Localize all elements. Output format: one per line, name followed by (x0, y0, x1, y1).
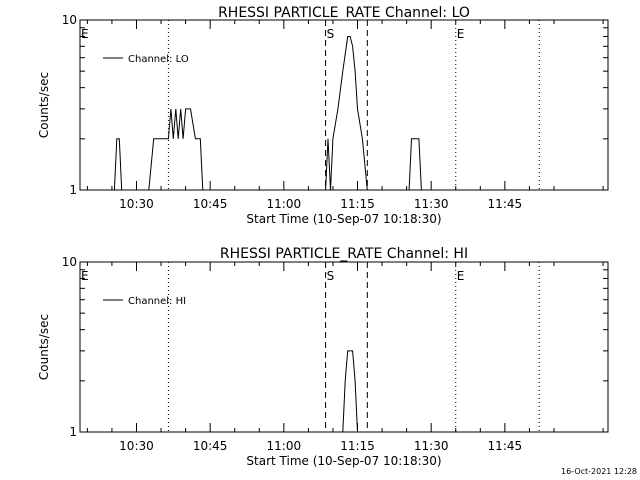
event-marker-label: E (457, 269, 465, 283)
event-marker-label: S (327, 27, 335, 41)
event-marker-label: S (327, 269, 335, 283)
chart-title: RHESSI PARTICLE_RATE Channel: LO (218, 5, 470, 21)
x-tick-label: 10:30 (119, 197, 154, 211)
y-tick-label: 1 (69, 183, 77, 197)
legend-label: Channel: HI (128, 296, 186, 307)
x-tick-label: 11:15 (340, 197, 375, 211)
x-tick-label: 11:45 (488, 439, 523, 453)
x-tick-label: 11:15 (340, 439, 375, 453)
x-axis-label: Start Time (10-Sep-07 10:18:30) (246, 454, 441, 468)
series-line (80, 350, 608, 433)
event-marker-label: E (81, 27, 89, 41)
event-marker-label: E (81, 269, 89, 283)
x-tick-label: 11:45 (488, 197, 523, 211)
y-tick-label: 1 (69, 425, 77, 439)
chart-title: RHESSI PARTICLE_RATE Channel: HI (220, 246, 468, 262)
x-tick-label: 10:45 (193, 439, 228, 453)
x-tick-label: 11:00 (267, 439, 302, 453)
event-marker-label: E (457, 27, 465, 41)
x-axis-label: Start Time (10-Sep-07 10:18:30) (246, 212, 441, 226)
x-tick-label: 11:30 (414, 197, 449, 211)
plot-frame (79, 19, 609, 191)
plot-frame (79, 261, 609, 433)
chart-panel-1: RHESSI PARTICLE_RATE Channel: LO 10:30 10:… (37, 5, 609, 226)
y-axis-label: Counts/sec (37, 314, 51, 380)
x-tick-label: 10:30 (119, 439, 154, 453)
series-line (87, 36, 422, 191)
y-axis-label: Counts/sec (37, 72, 51, 138)
legend-label: Channel: LO (128, 54, 189, 65)
y-tick-label: 10 (62, 255, 77, 269)
x-tick-label: 11:00 (267, 197, 302, 211)
x-tick-label: 10:45 (193, 197, 228, 211)
x-tick-label: 11:30 (414, 439, 449, 453)
y-tick-label: 10 (62, 13, 77, 27)
chart-panel-2: RHESSI PARTICLE_RATE Channel: HI 10:30 10:… (37, 246, 609, 468)
